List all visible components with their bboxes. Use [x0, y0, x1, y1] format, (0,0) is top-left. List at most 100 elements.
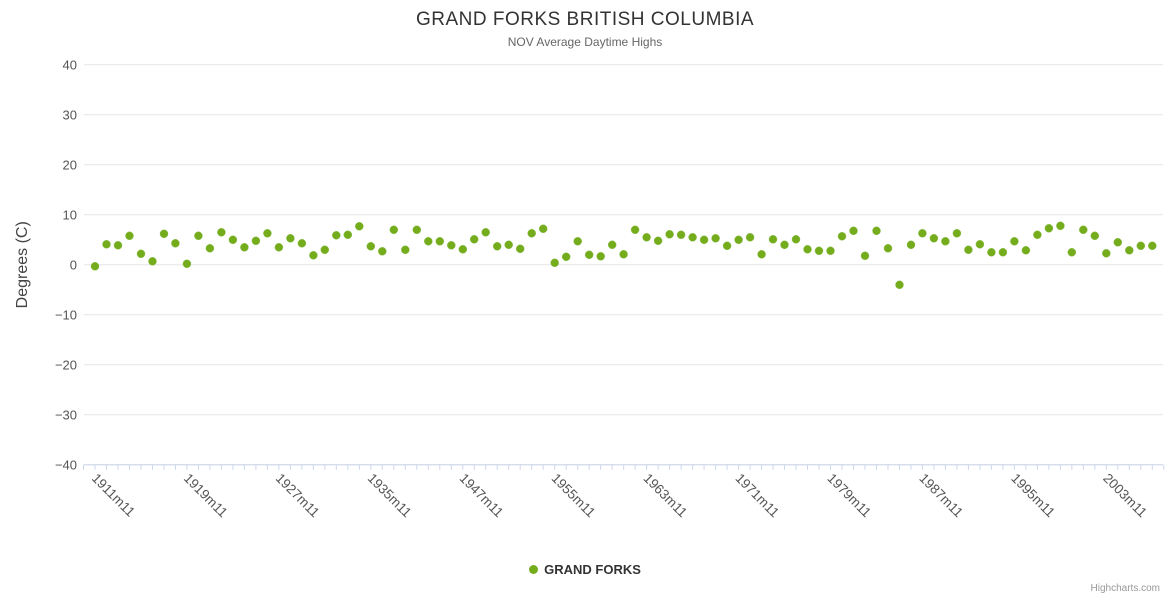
scatter-point[interactable] [469, 235, 479, 244]
scatter-point[interactable] [630, 225, 640, 235]
y-axis-tick-label: 40 [63, 57, 77, 72]
scatter-point[interactable] [366, 242, 376, 251]
scatter-point[interactable] [389, 225, 399, 235]
scatter-point[interactable] [1044, 224, 1054, 233]
scatter-point[interactable] [1056, 221, 1065, 231]
scatter-point[interactable] [1021, 246, 1031, 255]
scatter-point[interactable] [849, 226, 858, 236]
scatter-point[interactable] [803, 245, 812, 254]
scatter-point[interactable] [906, 240, 916, 250]
y-axis-tick-label: 10 [63, 207, 77, 222]
scatter-point[interactable] [550, 258, 559, 268]
scatter-point[interactable] [228, 235, 238, 245]
scatter-point[interactable] [1102, 249, 1111, 258]
scatter-point[interactable] [837, 232, 847, 241]
scatter-point[interactable] [412, 225, 422, 235]
scatter-point[interactable] [504, 240, 513, 250]
scatter-point[interactable] [584, 250, 594, 260]
scatter-point[interactable] [676, 230, 686, 240]
x-axis-tick-label: 1963m11 [641, 471, 691, 521]
scatter-point[interactable] [435, 237, 445, 246]
scatter-point[interactable] [1148, 241, 1157, 251]
scatter-point[interactable] [355, 222, 364, 231]
scatter-point[interactable] [619, 250, 628, 259]
scatter-point[interactable] [895, 280, 904, 290]
scatter-point[interactable] [492, 242, 502, 251]
scatter-point[interactable] [481, 228, 490, 237]
scatter-point[interactable] [240, 243, 249, 252]
scatter-point[interactable] [401, 245, 410, 255]
scatter-point[interactable] [998, 248, 1008, 257]
scatter-point[interactable] [1010, 237, 1019, 246]
scatter-point[interactable] [332, 231, 341, 240]
scatter-point[interactable] [171, 239, 180, 248]
scatter-point[interactable] [102, 240, 111, 249]
scatter-point[interactable] [424, 237, 433, 246]
scatter-point[interactable] [791, 235, 801, 244]
scatter-point[interactable] [447, 241, 456, 250]
scatter-point[interactable] [286, 234, 295, 243]
scatter-point[interactable] [918, 229, 927, 238]
scatter-point[interactable] [860, 251, 870, 261]
scatter-point[interactable] [711, 234, 720, 243]
scatter-point[interactable] [538, 224, 548, 234]
scatter-point[interactable] [826, 246, 835, 256]
scatter-point[interactable] [745, 233, 755, 242]
y-axis-tick-label: 0 [70, 257, 77, 272]
scatter-point[interactable] [182, 259, 192, 269]
scatter-point[interactable] [699, 235, 709, 245]
x-axis-tick-label: 1979m11 [824, 471, 874, 521]
scatter-point[interactable] [515, 244, 525, 254]
scatter-point[interactable] [1125, 246, 1134, 255]
scatter-point[interactable] [1033, 230, 1042, 240]
scatter-point[interactable] [159, 229, 169, 239]
scatter-point[interactable] [148, 257, 157, 266]
scatter-point[interactable] [987, 248, 996, 257]
scatter-point[interactable] [309, 251, 318, 260]
scatter-point[interactable] [929, 234, 939, 243]
scatter-point[interactable] [975, 240, 985, 249]
scatter-point[interactable] [642, 233, 651, 242]
scatter-point[interactable] [607, 240, 617, 250]
scatter-point[interactable] [722, 241, 732, 251]
scatter-point[interactable] [320, 245, 330, 255]
scatter-point[interactable] [125, 231, 134, 241]
scatter-point[interactable] [757, 250, 766, 259]
scatter-point[interactable] [1079, 225, 1088, 235]
scatter-point[interactable] [205, 244, 215, 253]
scatter-point[interactable] [343, 230, 353, 240]
scatter-point[interactable] [378, 247, 387, 256]
scatter-point[interactable] [814, 246, 824, 256]
scatter-point[interactable] [1067, 248, 1077, 257]
scatter-point[interactable] [573, 237, 582, 246]
legend-item-grand-forks[interactable]: GRAND FORKS [0, 562, 1170, 577]
scatter-point[interactable] [941, 237, 950, 246]
scatter-point[interactable] [561, 252, 571, 262]
scatter-point[interactable] [768, 235, 778, 244]
scatter-point[interactable] [458, 245, 468, 254]
scatter-point[interactable] [527, 229, 536, 238]
scatter-point[interactable] [1113, 238, 1123, 247]
scatter-point[interactable] [780, 240, 789, 250]
scatter-point[interactable] [90, 262, 100, 271]
scatter-point[interactable] [734, 235, 743, 245]
credits-link[interactable]: Highcharts.com [1090, 583, 1160, 594]
scatter-point[interactable] [136, 249, 146, 259]
scatter-point[interactable] [1090, 231, 1100, 241]
scatter-point[interactable] [217, 228, 226, 237]
scatter-point[interactable] [297, 239, 307, 248]
scatter-point[interactable] [964, 245, 973, 255]
scatter-point[interactable] [263, 229, 272, 238]
scatter-point[interactable] [596, 252, 605, 261]
scatter-point[interactable] [653, 236, 663, 246]
scatter-point[interactable] [883, 244, 893, 253]
scatter-point[interactable] [688, 233, 697, 242]
scatter-point[interactable] [1136, 241, 1146, 251]
scatter-point[interactable] [872, 226, 881, 236]
scatter-point[interactable] [952, 229, 962, 238]
scatter-point[interactable] [251, 236, 261, 246]
scatter-point[interactable] [113, 241, 123, 250]
scatter-point[interactable] [274, 243, 284, 252]
scatter-point[interactable] [665, 230, 674, 239]
scatter-point[interactable] [194, 231, 203, 241]
